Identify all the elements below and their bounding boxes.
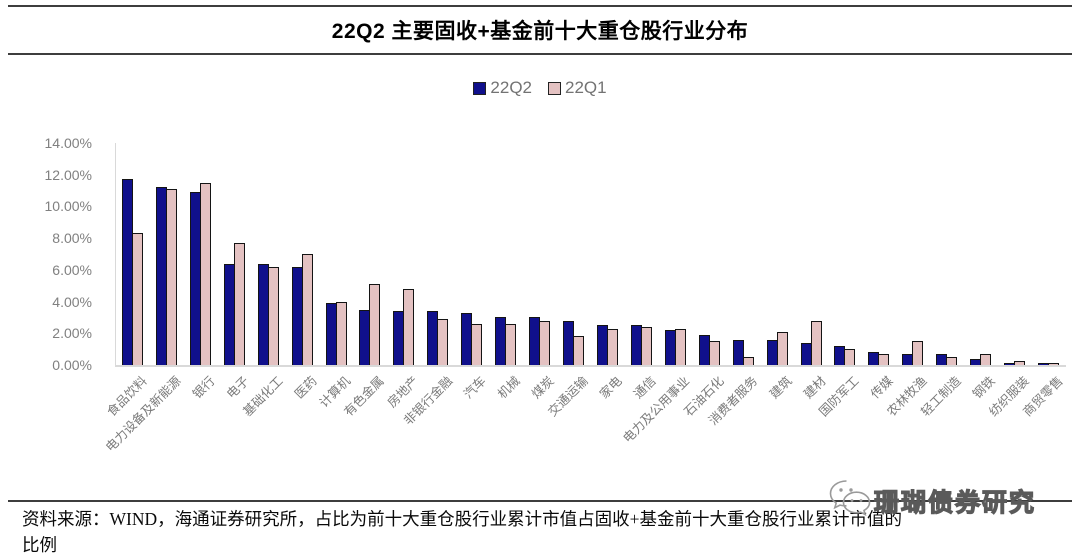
y-axis-tick-label: 4.00% xyxy=(52,293,92,310)
bar-22Q1-钢铁 xyxy=(980,353,992,365)
bar-22Q1-传媒 xyxy=(878,353,890,365)
chart-title: 22Q2 主要固收+基金前十大重仓股行业分布 xyxy=(331,20,749,43)
x-axis-label: 汽车 xyxy=(461,373,489,402)
bar-22Q1-计算机 xyxy=(335,301,347,365)
bar-group-煤炭 xyxy=(529,317,551,365)
bar-group-基础化工 xyxy=(257,263,279,365)
bar-22Q1-基础化工 xyxy=(267,266,279,365)
bar-group-交通运输 xyxy=(563,320,585,365)
bar-22Q1-国防军工 xyxy=(844,349,856,365)
bar-group-消费者服务 xyxy=(732,339,754,365)
y-axis-tick-label: 2.00% xyxy=(52,325,92,342)
bar-22Q1-消费者服务 xyxy=(742,357,754,365)
bar-22Q1-电力及公用事业 xyxy=(674,328,686,365)
legend-label: 22Q1 xyxy=(565,78,607,97)
bar-22Q1-有色金属 xyxy=(369,284,381,365)
bar-group-机械 xyxy=(495,317,517,365)
y-axis-tick-label: 12.00% xyxy=(44,166,92,183)
legend-swatch-22Q2 xyxy=(473,81,487,95)
bar-group-传媒 xyxy=(868,352,890,365)
bar-chart-plot-area: 14.00% 12.00% 10.00% 8.00% 6.00% 4.00% 2.00% 0.… xyxy=(45,136,1066,372)
x-axis-label: 银行 xyxy=(189,373,218,402)
bar-22Q1-石油石化 xyxy=(708,341,720,365)
bar-22Q2-消费者服务 xyxy=(732,339,744,365)
bar-group-医药 xyxy=(291,254,313,365)
bar-group-农林牧渔 xyxy=(902,341,924,365)
bar-group-电力及公用事业 xyxy=(664,328,686,365)
source-note-line2: 比例 xyxy=(22,535,57,556)
bar-group-家电 xyxy=(596,325,618,365)
bar-22Q1-通信 xyxy=(640,326,652,365)
bar-22Q1-电力设备及新能源 xyxy=(165,189,177,365)
y-axis-tick-label: 14.00% xyxy=(44,135,92,151)
bar-22Q1-家电 xyxy=(606,328,618,365)
bar-group-计算机 xyxy=(325,301,347,365)
bar-group-石油石化 xyxy=(698,334,720,365)
bar-group-食品饮料 xyxy=(121,179,143,365)
bar-group-国防军工 xyxy=(834,345,856,365)
legend-swatch-22Q1 xyxy=(548,81,561,95)
bar-22Q1-医药 xyxy=(301,254,313,365)
bar-22Q1-煤炭 xyxy=(539,320,551,365)
bar-group-纺织服装 xyxy=(1004,361,1026,365)
bar-group-银行 xyxy=(189,182,211,365)
footer-divider xyxy=(8,500,1072,502)
bar-22Q1-商贸零售 xyxy=(1048,363,1060,365)
bar-22Q1-房地产 xyxy=(403,288,415,365)
title-divider xyxy=(8,53,1072,55)
x-axis-label: 机械 xyxy=(495,373,523,402)
bar-22Q1-银行 xyxy=(199,182,211,365)
bar-22Q1-食品饮料 xyxy=(131,233,143,365)
bar-22Q1-汽车 xyxy=(471,323,483,365)
bar-group-轻工制造 xyxy=(936,353,958,365)
top-divider xyxy=(8,5,1072,7)
bar-22Q1-纺织服装 xyxy=(1014,361,1026,365)
bar-22Q1-机械 xyxy=(505,323,517,365)
x-axis-label: 家电 xyxy=(597,373,625,402)
y-axis-tick-label: 6.00% xyxy=(52,261,92,278)
bar-22Q1-轻工制造 xyxy=(946,357,958,365)
bar-22Q1-电子 xyxy=(233,242,245,365)
bar-group-汽车 xyxy=(461,312,483,365)
x-axis-labels: 食品饮料 电力设备及新能源 银行 电子 基础化工 医药 计算机 有色金属 房地产 非银行金融 汽车机… xyxy=(103,367,1066,497)
bar-group-非银行金融 xyxy=(427,311,449,365)
bar-group-建材 xyxy=(800,320,822,365)
x-axis-label: 建筑 xyxy=(766,373,795,402)
source-note-line1: 资料来源：WIND，海通证券研究所，占比为前十大重仓股行业累计市值占固收+基金前… xyxy=(22,509,902,529)
bar-22Q1-非银行金融 xyxy=(437,319,449,365)
bar-group-钢铁 xyxy=(970,353,992,365)
source-note: 资料来源：WIND，海通证券研究所，占比为前十大重仓股行业累计市值占固收+基金前… xyxy=(22,506,1062,559)
y-axis-tick-label: 8.00% xyxy=(52,230,92,247)
bar-group-有色金属 xyxy=(359,284,381,365)
chart-legend: 22Q2 22Q1 xyxy=(0,78,1080,98)
bar-group-电子 xyxy=(223,242,245,365)
bar-group-商贸零售 xyxy=(1038,363,1060,365)
bar-22Q1-农林牧渔 xyxy=(912,341,924,365)
bar-group-通信 xyxy=(630,325,652,365)
legend-item-22Q2: 22Q2 xyxy=(473,78,532,98)
y-axis-tick-label: 0.00% xyxy=(52,357,92,373)
bar-group-建筑 xyxy=(766,331,788,365)
y-axis-tick-label: 10.00% xyxy=(44,198,92,215)
bar-22Q1-建材 xyxy=(810,320,822,365)
bar-22Q1-建筑 xyxy=(776,331,788,365)
legend-item-22Q1: 22Q1 xyxy=(548,78,607,98)
bar-22Q1-交通运输 xyxy=(573,336,585,365)
bar-group-房地产 xyxy=(393,288,415,365)
legend-label: 22Q2 xyxy=(490,78,532,97)
bar-group-电力设备及新能源 xyxy=(155,187,177,365)
